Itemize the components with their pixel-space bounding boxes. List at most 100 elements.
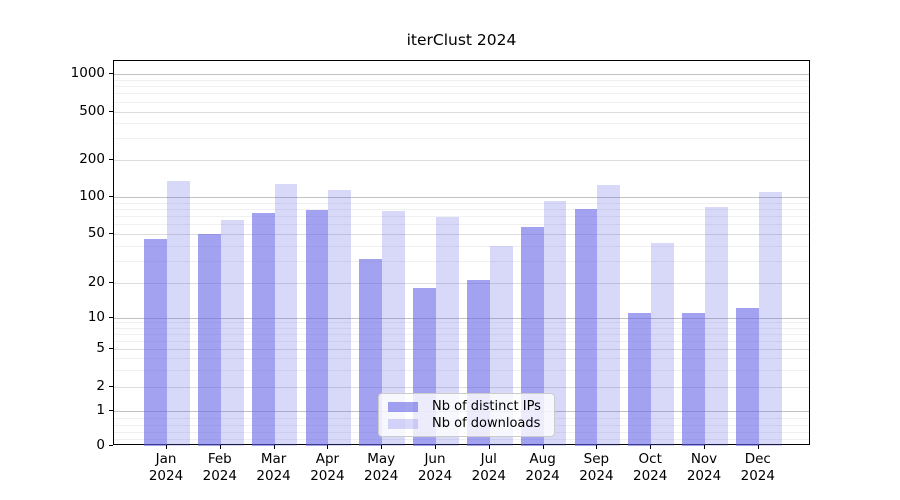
x-tick-label-dec-2024: Dec 2024 [726, 451, 790, 484]
gridline-minor-900 [114, 79, 809, 81]
bar-nb-of-downloads-dec-2024 [758, 191, 782, 446]
bar-nb-of-downloads-apr-2024 [328, 190, 352, 446]
gridline-minor-30 [114, 261, 809, 263]
gridline-minor-300 [114, 138, 809, 140]
x-tick-label-jan-2024: Jan 2024 [134, 451, 198, 484]
gridline-50 [114, 233, 809, 235]
bar-nb-of-downloads-may-2024 [382, 210, 405, 446]
y-tick-label-20: 20 [87, 273, 105, 290]
y-tick-mark-2 [109, 386, 113, 387]
legend-label-distinct-ips: Nb of distinct IPs [432, 399, 541, 414]
x-tick-label-line: Nov [690, 451, 718, 467]
y-tick-mark-50 [109, 232, 113, 234]
x-tick-label-line: 2024 [686, 467, 722, 484]
x-tick-label-aug-2024: Aug 2024 [511, 451, 575, 484]
y-tick-label-1000: 1000 [70, 65, 105, 82]
gridline-minor-9 [114, 322, 809, 324]
x-tick-label-line: 2024 [471, 467, 506, 484]
bar-nb-of-downloads-oct-2024 [651, 243, 674, 446]
bar-nb-of-downloads-aug-2024 [543, 201, 567, 446]
x-tick-label-line: Jul [480, 451, 497, 467]
x-tick-label-line: 2024 [525, 467, 560, 484]
legend-label-downloads: Nb of downloads [432, 416, 541, 431]
bar-nb-of-distinct-ips-aug-2024 [520, 226, 544, 446]
gridline-500 [114, 111, 809, 113]
bar-nb-of-downloads-mar-2024 [274, 184, 298, 446]
y-tick-label-500: 500 [79, 102, 105, 119]
bar-nb-of-distinct-ips-oct-2024 [628, 312, 652, 446]
x-tick-mark-jan-2024 [166, 445, 167, 449]
gridline-minor-6 [114, 340, 809, 342]
x-tick-label-line: May [367, 451, 396, 467]
x-tick-mark-jun-2024 [435, 445, 436, 449]
x-tick-label-oct-2024: Oct 2024 [618, 451, 682, 484]
gridline-minor-400 [114, 123, 809, 125]
x-tick-label-line: 2024 [740, 467, 775, 484]
x-tick-label-line: Aug [529, 451, 556, 467]
x-tick-label-line: Apr [315, 451, 340, 467]
bar-nb-of-downloads-nov-2024 [705, 206, 728, 446]
gridline-minor-40 [114, 245, 809, 247]
gridline-200 [114, 159, 809, 161]
y-tick-mark-100 [109, 196, 113, 197]
x-tick-label-line: Sep [583, 451, 610, 467]
gridline-minor-0.2 [114, 438, 809, 440]
x-tick-label-nov-2024: Nov 2024 [672, 451, 736, 484]
x-tick-label-feb-2024: Feb 2024 [188, 451, 252, 484]
bar-nb-of-distinct-ips-sep-2024 [574, 209, 598, 446]
legend-item-distinct-ips: Nb of distinct IPs [388, 399, 545, 414]
y-tick-label-1: 1 [96, 401, 105, 418]
gridline-minor-7 [114, 333, 809, 335]
x-tick-label-line: 2024 [256, 467, 291, 484]
x-tick-mark-aug-2024 [542, 445, 544, 449]
y-tick-label-100: 100 [79, 188, 105, 204]
gridline-minor-800 [114, 86, 809, 88]
gridline-minor-80 [114, 208, 809, 210]
x-tick-label-line: Oct [638, 451, 662, 467]
x-tick-label-sep-2024: Sep 2024 [564, 451, 628, 484]
y-tick-mark-1 [109, 409, 113, 411]
x-tick-label-line: Jan [155, 451, 177, 467]
y-tick-mark-500 [109, 110, 113, 112]
x-tick-label-mar-2024: Mar 2024 [242, 451, 306, 484]
legend-item-downloads: Nb of downloads [388, 416, 545, 431]
x-tick-label-line: Feb [207, 451, 232, 467]
x-tick-label-jun-2024: Jun 2024 [403, 451, 467, 484]
gridline-100 [114, 197, 809, 198]
x-tick-label-line: 2024 [202, 467, 237, 484]
bar-nb-of-downloads-sep-2024 [597, 185, 621, 446]
x-tick-label-line: 2024 [579, 467, 614, 484]
y-tick-label-5: 5 [96, 339, 105, 356]
gridline-5 [114, 348, 809, 350]
x-tick-label-line: Jun [424, 451, 446, 467]
legend-swatch-distinct-ips [388, 401, 418, 412]
x-tick-label-may-2024: May 2024 [349, 451, 413, 484]
x-tick-mark-dec-2024 [757, 445, 759, 449]
gridline-minor-3 [114, 370, 809, 372]
y-tick-mark-20 [109, 281, 113, 283]
gridline-10 [114, 317, 809, 319]
y-tick-mark-0 [109, 445, 113, 446]
x-tick-label-line: Dec [744, 451, 771, 467]
bar-nb-of-distinct-ips-feb-2024 [198, 233, 221, 446]
plot-area [113, 60, 810, 446]
x-tick-mark-feb-2024 [219, 445, 221, 449]
gridline-minor-60 [114, 224, 809, 226]
x-tick-label-jul-2024: Jul 2024 [457, 451, 521, 484]
gridline-minor-700 [114, 93, 809, 95]
y-tick-mark-5 [109, 347, 113, 349]
bar-nb-of-downloads-jun-2024 [436, 216, 459, 446]
x-tick-mark-apr-2024 [327, 445, 329, 449]
y-tick-mark-10 [109, 316, 113, 318]
x-tick-label-apr-2024: Apr 2024 [295, 451, 359, 484]
legend-swatch-downloads [388, 418, 418, 429]
gridline-minor-70 [114, 215, 809, 217]
y-tick-label-10: 10 [87, 308, 105, 325]
bar-nb-of-distinct-ips-dec-2024 [736, 308, 759, 446]
x-tick-label-line: 2024 [364, 467, 399, 484]
gridline-1000 [114, 74, 809, 76]
bar-nb-of-distinct-ips-apr-2024 [305, 210, 329, 446]
y-tick-label-0: 0 [96, 437, 105, 453]
x-tick-mark-oct-2024 [650, 445, 652, 449]
